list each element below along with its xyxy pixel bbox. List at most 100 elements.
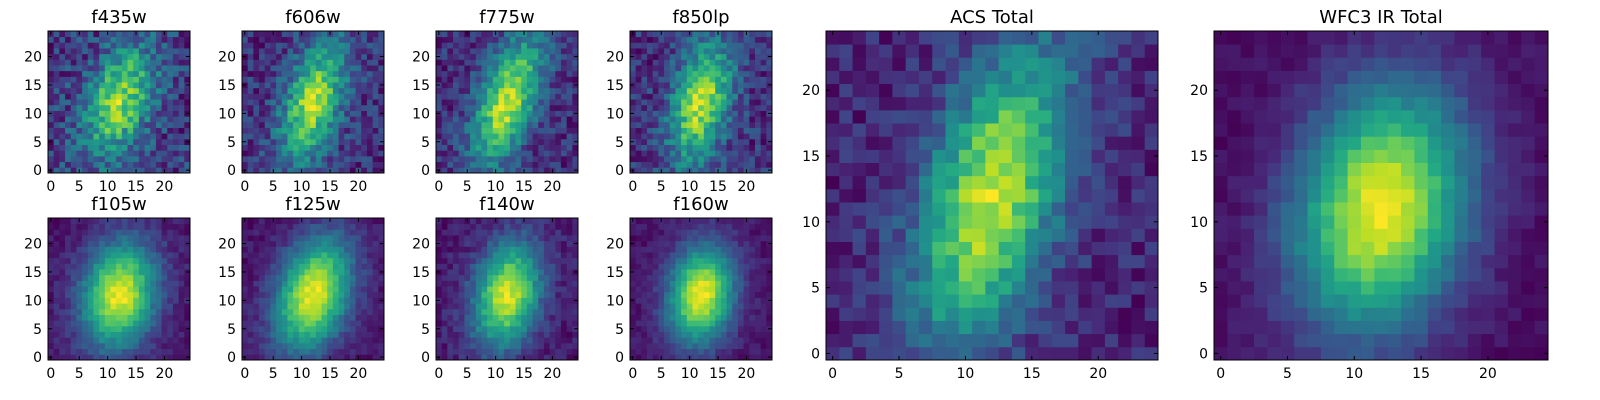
heatmap-cell: [87, 342, 94, 350]
heatmap-cell: [441, 354, 448, 361]
heatmap-cell: [264, 257, 271, 264]
heatmap-cell: [65, 138, 72, 145]
heatmap-cell: [538, 138, 545, 145]
heatmap-cell: [635, 76, 642, 83]
heatmap-cell: [116, 42, 123, 49]
heatmap-cell: [253, 286, 260, 293]
heatmap-cell: [743, 36, 750, 43]
heatmap-cell: [264, 325, 271, 332]
heatmap-cell: [70, 42, 77, 49]
heatmap-cell: [133, 116, 140, 123]
heatmap-cell: [664, 70, 671, 77]
heatmap-cell: [737, 280, 744, 287]
heatmap-cell: [464, 155, 471, 163]
heatmap-cell: [332, 297, 339, 304]
heatmap-cell: [709, 110, 716, 117]
heatmap-cell: [372, 93, 379, 100]
heatmap-cell: [349, 93, 356, 100]
heatmap-cell: [504, 240, 511, 247]
heatmap-cell: [327, 116, 334, 123]
heatmap-cell: [298, 70, 305, 77]
heatmap-cell: [310, 337, 317, 344]
heatmap-cell: [48, 93, 55, 100]
heatmap-cell: [264, 167, 271, 174]
heatmap-cell: [293, 325, 300, 332]
heatmap-cell: [167, 82, 174, 89]
heatmap-cell: [110, 297, 117, 304]
heatmap-cell: [293, 59, 300, 66]
heatmap-cell: [732, 297, 739, 304]
heatmap-cell: [766, 286, 773, 293]
heatmap-cell: [172, 121, 180, 128]
heatmap-cell: [110, 257, 117, 264]
heatmap-cell: [76, 325, 83, 332]
heatmap-cell: [515, 138, 522, 145]
heatmap-cell: [470, 104, 477, 111]
heatmap-cell: [378, 280, 385, 287]
heatmap-cell: [53, 138, 60, 145]
heatmap-cell: [715, 337, 722, 344]
heatmap-cell: [458, 70, 465, 77]
heatmap-cell: [70, 36, 77, 43]
heatmap-cell: [515, 76, 522, 83]
heatmap-cell: [453, 291, 460, 298]
heatmap-cell: [543, 223, 550, 230]
heatmap-cell: [259, 93, 266, 100]
heatmap-cell: [76, 240, 83, 247]
heatmap-cell: [121, 99, 128, 106]
heatmap-cell: [692, 354, 699, 361]
heatmap-cell: [766, 274, 773, 281]
heatmap-cell: [287, 167, 294, 174]
heatmap-cell: [321, 223, 328, 230]
heatmap-cell: [304, 161, 311, 168]
heatmap-cell: [355, 138, 362, 145]
heatmap-cell: [138, 314, 145, 321]
heatmap-cell: [538, 99, 545, 106]
heatmap-cell: [281, 144, 288, 151]
heatmap-cell: [70, 246, 77, 253]
heatmap-cell: [361, 76, 368, 83]
heatmap-cell: [276, 280, 283, 287]
heatmap-cell: [754, 167, 762, 174]
heatmap-cell: [133, 337, 140, 344]
heatmap-cell: [766, 144, 773, 151]
heatmap-cell: [321, 116, 328, 123]
heatmap-cell: [436, 308, 443, 315]
heatmap-cell: [572, 65, 579, 72]
heatmap-cell: [692, 269, 699, 276]
heatmap-cell: [760, 53, 767, 60]
heatmap-cell: [155, 263, 162, 270]
heatmap-cell: [572, 229, 579, 236]
heatmap-cell: [133, 269, 140, 276]
heatmap-cell: [470, 354, 477, 361]
heatmap-cell: [481, 252, 488, 259]
heatmap-cell: [470, 308, 477, 315]
heatmap-cell: [698, 116, 705, 123]
heatmap-cell: [116, 93, 123, 100]
heatmap-cell: [321, 325, 328, 332]
heatmap-cell: [572, 155, 579, 163]
heatmap-cell: [150, 76, 157, 83]
heatmap-cell: [332, 70, 339, 77]
y-tick-label: 15: [24, 78, 42, 94]
heatmap-cell: [259, 104, 266, 111]
heatmap-cell: [298, 308, 305, 315]
heatmap-cell: [498, 93, 505, 100]
heatmap-cell: [332, 291, 339, 298]
x-tick-label: 0: [46, 366, 55, 382]
heatmap-cell: [150, 280, 157, 287]
heatmap-cell: [167, 93, 174, 100]
heatmap-cell: [715, 138, 722, 145]
heatmap-cell: [566, 223, 573, 230]
heatmap-cell: [703, 138, 710, 145]
heatmap-cell: [560, 161, 568, 168]
heatmap-cell: [253, 116, 260, 123]
heatmap-cell: [93, 53, 100, 60]
heatmap-cell: [652, 167, 659, 174]
heatmap-cell: [447, 280, 454, 287]
heatmap-cell: [161, 308, 168, 315]
heatmap-cell: [344, 229, 351, 236]
heatmap-cell: [526, 70, 533, 77]
heatmap-cell: [675, 48, 682, 55]
heatmap-cell: [441, 110, 448, 117]
